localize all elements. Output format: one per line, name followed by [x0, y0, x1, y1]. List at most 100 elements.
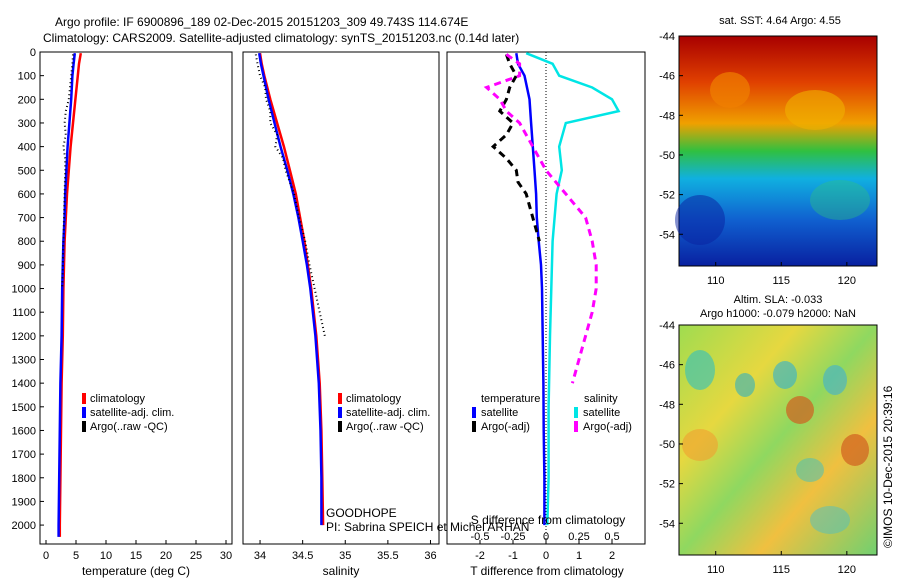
x-tick-label-salinity: -0.5	[471, 531, 490, 543]
sst-map	[675, 35, 878, 267]
y-tick-label: 500	[18, 165, 36, 177]
x-tick-label: 34.5	[292, 550, 313, 562]
series-line-satellite-adj-clim	[257, 53, 323, 526]
x-tick-label: 36	[424, 550, 436, 562]
x-tick-label: 2	[609, 550, 615, 562]
legend-swatch-argo	[338, 421, 342, 432]
legend-swatch-t-satellite	[472, 407, 476, 418]
sst-warm-patch	[710, 72, 750, 108]
y-tick-label: 1600	[12, 425, 36, 437]
map-lat-label: -46	[659, 360, 675, 372]
map-lat-label: -48	[659, 110, 675, 122]
sla-low-eddy	[823, 365, 847, 395]
legend-swatch-t-argo	[472, 421, 476, 432]
map-lon-label: 120	[838, 564, 856, 576]
y-tick-label: 2000	[12, 520, 36, 532]
legend-label-satellite-adj: satellite-adj. clim.	[346, 407, 430, 419]
sst-map-title: sat. SST: 4.64 Argo: 4.55	[719, 15, 841, 27]
series-line-argo-adj	[483, 53, 598, 384]
sla-low-eddy	[810, 506, 850, 534]
y-tick-label: 700	[18, 213, 36, 225]
salinity-legend: climatology satellite-adj. clim. Argo(..…	[338, 393, 430, 433]
map-lat-label: -46	[659, 71, 675, 83]
x-tick-label: 34	[254, 550, 266, 562]
sst-cold-patch	[675, 195, 725, 245]
y-tick-label: 400	[18, 142, 36, 154]
y-tick-label: 0	[30, 47, 36, 59]
series-line-argo-adj	[490, 53, 541, 242]
map-lat-label: -54	[659, 518, 675, 530]
legend-label-climatology: climatology	[90, 393, 146, 405]
legend-label-s-satellite: satellite	[583, 407, 620, 419]
x-tick-label: 0	[543, 550, 549, 562]
map-lat-label: -48	[659, 399, 675, 411]
sla-map	[678, 324, 878, 556]
legend-swatch-climatology	[82, 393, 86, 404]
map-lon-label: 120	[838, 275, 856, 287]
x-tick-label: 1	[576, 550, 582, 562]
temperature-xlabel: temperature (deg C)	[82, 564, 190, 578]
y-tick-label: 1700	[12, 449, 36, 461]
sla-map-title2: Argo h1000: -0.079 h2000: NaN	[700, 308, 856, 320]
legend-swatch-argo	[82, 421, 86, 432]
x-tick-label-salinity: 0	[543, 531, 549, 543]
series-line-satellite	[525, 52, 621, 526]
sla-low-eddy	[735, 373, 755, 397]
x-tick-label: 15	[130, 550, 142, 562]
y-tick-label: 200	[18, 94, 36, 106]
x-tick-label: -1	[508, 550, 518, 562]
salinity-xlabel: salinity	[323, 564, 360, 578]
x-tick-label-salinity: 0.25	[568, 531, 589, 543]
x-tick-label: 35.5	[377, 550, 398, 562]
legend-label-climatology: climatology	[346, 393, 402, 405]
legend-label-satellite-adj: satellite-adj. clim.	[90, 407, 174, 419]
map-lon-label: 110	[707, 564, 725, 576]
title-line2: Climatology: CARS2009. Satellite-adjuste…	[43, 31, 519, 45]
legend-label-t-argo: Argo(-adj)	[481, 421, 530, 433]
series-line-satellite	[515, 53, 546, 526]
sla-low-eddy	[773, 361, 797, 389]
sla-high-eddy	[841, 434, 869, 466]
map-lon-label: 115	[773, 564, 791, 576]
series-line-climatology	[258, 53, 325, 526]
diff-xlabel: T difference from climatology	[470, 564, 624, 578]
y-tick-label: 1900	[12, 496, 36, 508]
sst-green-patch	[810, 180, 870, 220]
series-line-argo-raw-qc	[61, 54, 74, 289]
x-tick-label: 30	[220, 550, 232, 562]
series-line-argo-raw-qc	[254, 54, 326, 337]
sla-low-eddy	[685, 350, 715, 390]
legend-swatch-s-argo	[574, 421, 578, 432]
map-lat-label: -44	[659, 320, 675, 332]
legend-header-salinity: salinity	[584, 393, 618, 405]
diff-xlabel2: S difference from climatology	[471, 513, 626, 527]
legend-label-argo: Argo(..raw -QC)	[90, 421, 168, 433]
map-lon-label: 115	[773, 275, 791, 287]
y-tick-label: 1000	[12, 284, 36, 296]
y-tick-label: 100	[18, 71, 36, 83]
legend-label-t-satellite: satellite	[481, 407, 518, 419]
y-tick-label: 900	[18, 260, 36, 272]
legend-swatch-s-satellite	[574, 407, 578, 418]
y-tick-label: 600	[18, 189, 36, 201]
temperature-legend: climatology satellite-adj. clim. Argo(..…	[82, 393, 174, 433]
salinity-panel-frame	[242, 51, 440, 545]
y-tick-label: 1200	[12, 331, 36, 343]
map-lat-label: -54	[659, 229, 675, 241]
map-lat-label: -52	[659, 190, 675, 202]
x-tick-label: -2	[475, 550, 485, 562]
x-tick-label: 35	[339, 550, 351, 562]
x-tick-label-salinity: 0.5	[604, 531, 619, 543]
x-tick-label: 20	[160, 550, 172, 562]
imos-credit: ©IMOS 10-Dec-2015 20:39:16	[881, 385, 895, 548]
map-lat-label: -50	[659, 150, 675, 162]
legend-label-s-argo: Argo(-adj)	[583, 421, 632, 433]
pi-credit: PI: Sabrina SPEICH et Michel ARHAN	[326, 520, 529, 534]
y-tick-label: 1500	[12, 402, 36, 414]
map-lat-label: -44	[659, 31, 675, 43]
x-tick-label: 10	[100, 550, 112, 562]
y-tick-label: 800	[18, 236, 36, 248]
legend-swatch-climatology	[338, 393, 342, 404]
y-tick-label: 1100	[12, 307, 36, 319]
